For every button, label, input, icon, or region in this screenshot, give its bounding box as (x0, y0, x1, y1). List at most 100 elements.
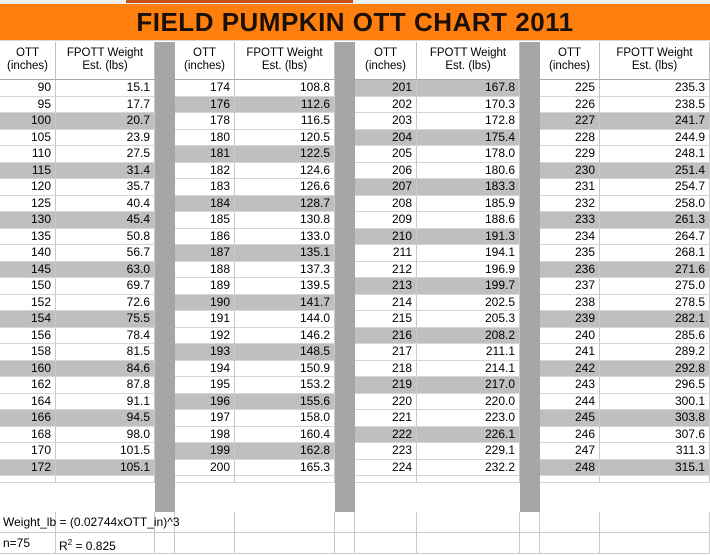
cell-ott: 226 (540, 96, 600, 113)
cell-ott: 209 (355, 212, 417, 229)
cell-ott: 162 (0, 377, 56, 394)
cell-spacer (235, 476, 335, 483)
cell-ott: 210 (355, 228, 417, 245)
r-squared-value: = 0.825 (72, 539, 116, 553)
cell-ott: 154 (0, 311, 56, 328)
table-row: 154 75.5 (0, 311, 155, 328)
header-row: OTT (inches) FPOTT Weight Est. (lbs) (0, 42, 155, 80)
table-row: 170 101.5 (0, 443, 155, 460)
cell-ott: 239 (540, 311, 600, 328)
table-row: 204 175.4 (355, 129, 520, 146)
table-row: 172 105.1 (0, 459, 155, 476)
cell-weight: 208.2 (417, 327, 520, 344)
cell-ott: 158 (0, 344, 56, 361)
cell-ott: 200 (175, 459, 235, 476)
cell-ott: 231 (540, 179, 600, 196)
cell-ott: 95 (0, 96, 56, 113)
footer-cell-s8 (417, 533, 520, 553)
table-row: 233 261.3 (540, 212, 710, 229)
cell-weight: 165.3 (235, 459, 335, 476)
cell-ott: 135 (0, 228, 56, 245)
table-row: 197 158.0 (175, 410, 335, 427)
cell-ott: 192 (175, 327, 235, 344)
cell-ott: 215 (355, 311, 417, 328)
cell-ott: 232 (540, 195, 600, 212)
cell-ott: 197 (175, 410, 235, 427)
cell-weight: 170.3 (417, 96, 520, 113)
cell-weight: 199.7 (417, 278, 520, 295)
cell-ott: 248 (540, 459, 600, 476)
footer-cell-10 (540, 512, 600, 532)
r-squared-cell: R2 = 0.825 (56, 533, 155, 553)
cell-weight: 254.7 (600, 179, 710, 196)
table-row: 160 84.6 (0, 360, 155, 377)
table-row: 232 258.0 (540, 195, 710, 212)
r-squared-text: R2 = 0.825 (59, 538, 116, 553)
cell-ott: 110 (0, 146, 56, 163)
cell-weight: 120.5 (235, 129, 335, 146)
table-row: 243 296.5 (540, 377, 710, 394)
footer-cell-s4 (175, 533, 235, 553)
table-row: 174 108.8 (175, 80, 335, 97)
table-row: 130 45.4 (0, 212, 155, 229)
table-row: 245 303.8 (540, 410, 710, 427)
table-row: 215 205.3 (355, 311, 520, 328)
top-edge-dark-segment (126, 0, 353, 3)
table-row: 231 254.7 (540, 179, 710, 196)
cell-ott: 242 (540, 360, 600, 377)
cell-spacer (175, 476, 235, 483)
cell-weight: 20.7 (56, 113, 155, 130)
cell-ott: 243 (540, 377, 600, 394)
table-row: 135 50.8 (0, 228, 155, 245)
table-row: 247 311.3 (540, 443, 710, 460)
cell-ott: 184 (175, 195, 235, 212)
cell-weight: 226.1 (417, 426, 520, 443)
cell-ott: 188 (175, 261, 235, 278)
cell-weight: 50.8 (56, 228, 155, 245)
cell-weight: 275.0 (600, 278, 710, 295)
cell-ott: 182 (175, 162, 235, 179)
table-row: 222 226.1 (355, 426, 520, 443)
column-separator-3 (520, 42, 540, 512)
cell-spacer (417, 476, 520, 483)
table-row: 226 238.5 (540, 96, 710, 113)
top-edge-strip (0, 0, 710, 3)
page-title: FIELD PUMPKIN OTT CHART 2011 (136, 6, 574, 37)
cell-ott: 199 (175, 443, 235, 460)
table-row: 195 153.2 (175, 377, 335, 394)
cell-ott: 238 (540, 294, 600, 311)
table-row: 236 271.6 (540, 261, 710, 278)
r-squared-label: R (59, 539, 68, 553)
cell-ott: 207 (355, 179, 417, 196)
cell-weight: 75.5 (56, 311, 155, 328)
cell-ott: 198 (175, 426, 235, 443)
footer-cell-s9 (520, 533, 540, 553)
header-row: OTT (inches) FPOTT Weight Est. (lbs) (175, 42, 335, 80)
table-row: 244 300.1 (540, 393, 710, 410)
table-row: 246 307.6 (540, 426, 710, 443)
cell-ott: 172 (0, 459, 56, 476)
table-row: 192 146.2 (175, 327, 335, 344)
cell-weight: 94.5 (56, 410, 155, 427)
footer-cell-s6 (335, 533, 355, 553)
cell-weight: 191.3 (417, 228, 520, 245)
table-row: 191 144.0 (175, 311, 335, 328)
footer-cell-s3 (155, 533, 175, 553)
table-row: 212 196.9 (355, 261, 520, 278)
cell-weight: 162.8 (235, 443, 335, 460)
cell-weight: 315.1 (600, 459, 710, 476)
cell-weight: 72.6 (56, 294, 155, 311)
cell-weight: 223.0 (417, 410, 520, 427)
cell-weight: 268.1 (600, 245, 710, 262)
table-row: 150 69.7 (0, 278, 155, 295)
cell-weight: 35.7 (56, 179, 155, 196)
cell-ott: 236 (540, 261, 600, 278)
table-row: 193 148.5 (175, 344, 335, 361)
cell-weight: 40.4 (56, 195, 155, 212)
header-ott: OTT (inches) (175, 42, 235, 80)
cell-ott: 140 (0, 245, 56, 262)
cell-weight: 188.6 (417, 212, 520, 229)
cell-weight: 289.2 (600, 344, 710, 361)
cell-weight: 23.9 (56, 129, 155, 146)
